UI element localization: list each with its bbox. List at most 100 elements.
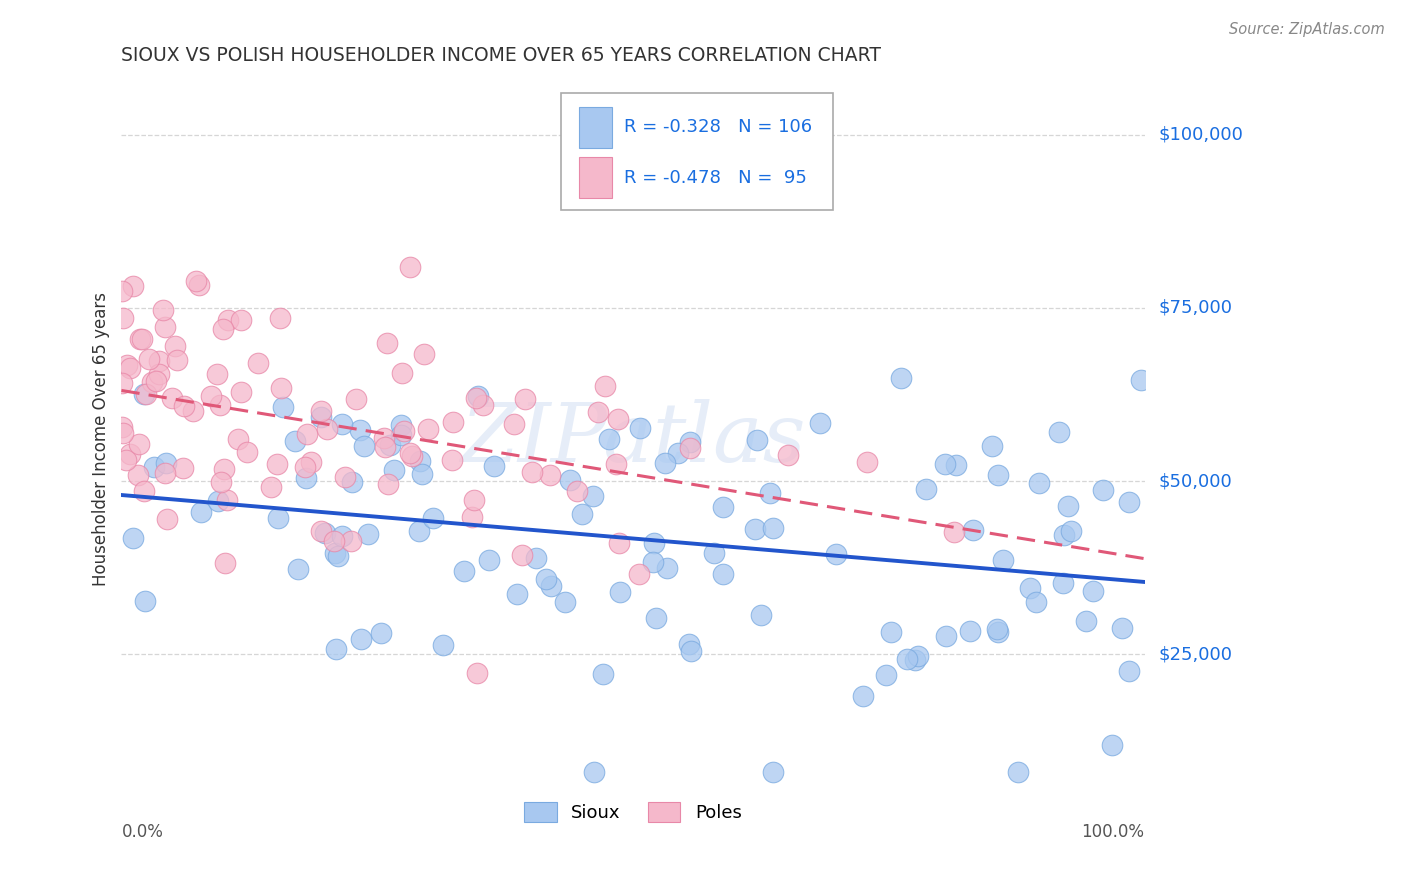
- Poles: [463, 492, 485, 507]
- Sioux: [524, 551, 547, 566]
- Poles: [465, 392, 488, 406]
- Sioux: [1052, 527, 1074, 541]
- Sioux: [370, 626, 392, 640]
- Text: 100.0%: 100.0%: [1081, 823, 1144, 841]
- Sioux: [643, 535, 665, 549]
- Poles: [588, 405, 610, 419]
- Poles: [679, 441, 702, 455]
- Poles: [266, 458, 288, 472]
- Poles: [856, 455, 879, 469]
- Sioux: [134, 594, 156, 608]
- Sioux: [287, 562, 309, 576]
- Poles: [299, 455, 322, 469]
- Poles: [270, 381, 292, 395]
- Sioux: [1118, 664, 1140, 678]
- Text: $50,000: $50,000: [1159, 472, 1232, 490]
- Text: R = -0.328   N = 106: R = -0.328 N = 106: [624, 119, 811, 136]
- Sioux: [980, 439, 1002, 453]
- Text: Source: ZipAtlas.com: Source: ZipAtlas.com: [1229, 22, 1385, 37]
- Sioux: [1101, 738, 1123, 752]
- Sioux: [654, 456, 676, 470]
- Sioux: [935, 629, 957, 643]
- Sioux: [342, 475, 364, 489]
- Poles: [392, 424, 415, 438]
- Poles: [344, 392, 367, 406]
- Sioux: [1028, 475, 1050, 490]
- Sioux: [378, 437, 401, 451]
- Poles: [156, 512, 179, 526]
- Sioux: [1118, 494, 1140, 508]
- Sioux: [890, 371, 912, 385]
- Sioux: [478, 553, 501, 567]
- Sioux: [1111, 621, 1133, 635]
- Poles: [593, 378, 616, 392]
- Sioux: [645, 611, 668, 625]
- Poles: [628, 566, 651, 581]
- Sioux: [1130, 373, 1153, 387]
- Sioux: [744, 522, 766, 536]
- Poles: [333, 470, 356, 484]
- Sioux: [1007, 764, 1029, 779]
- Sioux: [1052, 576, 1074, 591]
- Sioux: [986, 622, 1008, 636]
- Sioux: [598, 432, 620, 446]
- Poles: [127, 467, 149, 482]
- Poles: [115, 453, 138, 467]
- Sioux: [679, 435, 702, 450]
- Poles: [166, 352, 188, 367]
- Poles: [416, 421, 439, 435]
- Text: ZIPatlas: ZIPatlas: [460, 400, 806, 480]
- Sioux: [592, 667, 614, 681]
- Sioux: [875, 667, 897, 681]
- Poles: [205, 367, 228, 381]
- Sioux: [934, 457, 956, 471]
- Sioux: [666, 445, 689, 459]
- Sioux: [959, 624, 981, 638]
- Sioux: [962, 523, 984, 537]
- Poles: [229, 312, 252, 326]
- Poles: [141, 376, 163, 390]
- Poles: [148, 354, 170, 368]
- Poles: [472, 398, 495, 412]
- Sioux: [142, 460, 165, 475]
- Sioux: [408, 524, 430, 539]
- Poles: [121, 279, 143, 293]
- Sioux: [155, 456, 177, 470]
- Sioux: [271, 401, 294, 415]
- Sioux: [945, 458, 967, 472]
- Sioux: [749, 608, 772, 623]
- Sioux: [703, 546, 725, 560]
- Poles: [118, 360, 141, 375]
- Poles: [229, 385, 252, 400]
- Text: SIOUX VS POLISH HOUSEHOLDER INCOME OVER 65 YEARS CORRELATION CHART: SIOUX VS POLISH HOUSEHOLDER INCOME OVER …: [121, 46, 882, 65]
- Poles: [112, 425, 135, 440]
- Poles: [606, 412, 628, 426]
- Sioux: [678, 637, 700, 651]
- Poles: [110, 376, 132, 391]
- Sioux: [1059, 524, 1081, 538]
- Poles: [135, 387, 157, 401]
- Poles: [565, 483, 588, 498]
- Text: $25,000: $25,000: [1159, 645, 1233, 664]
- Sioux: [825, 547, 848, 561]
- Poles: [131, 332, 153, 346]
- Sioux: [993, 552, 1015, 566]
- Poles: [138, 351, 160, 366]
- Poles: [339, 533, 361, 548]
- Sioux: [641, 555, 664, 569]
- Poles: [520, 465, 543, 479]
- Poles: [247, 356, 270, 370]
- Sioux: [330, 417, 353, 431]
- Poles: [412, 347, 434, 361]
- Sioux: [711, 566, 734, 581]
- Poles: [172, 460, 194, 475]
- Poles: [260, 480, 283, 494]
- Sioux: [987, 468, 1010, 483]
- Sioux: [745, 433, 768, 447]
- Poles: [461, 510, 484, 524]
- Poles: [316, 422, 339, 436]
- Poles: [503, 417, 526, 432]
- Sioux: [284, 434, 307, 448]
- Poles: [200, 389, 222, 403]
- Poles: [117, 358, 139, 372]
